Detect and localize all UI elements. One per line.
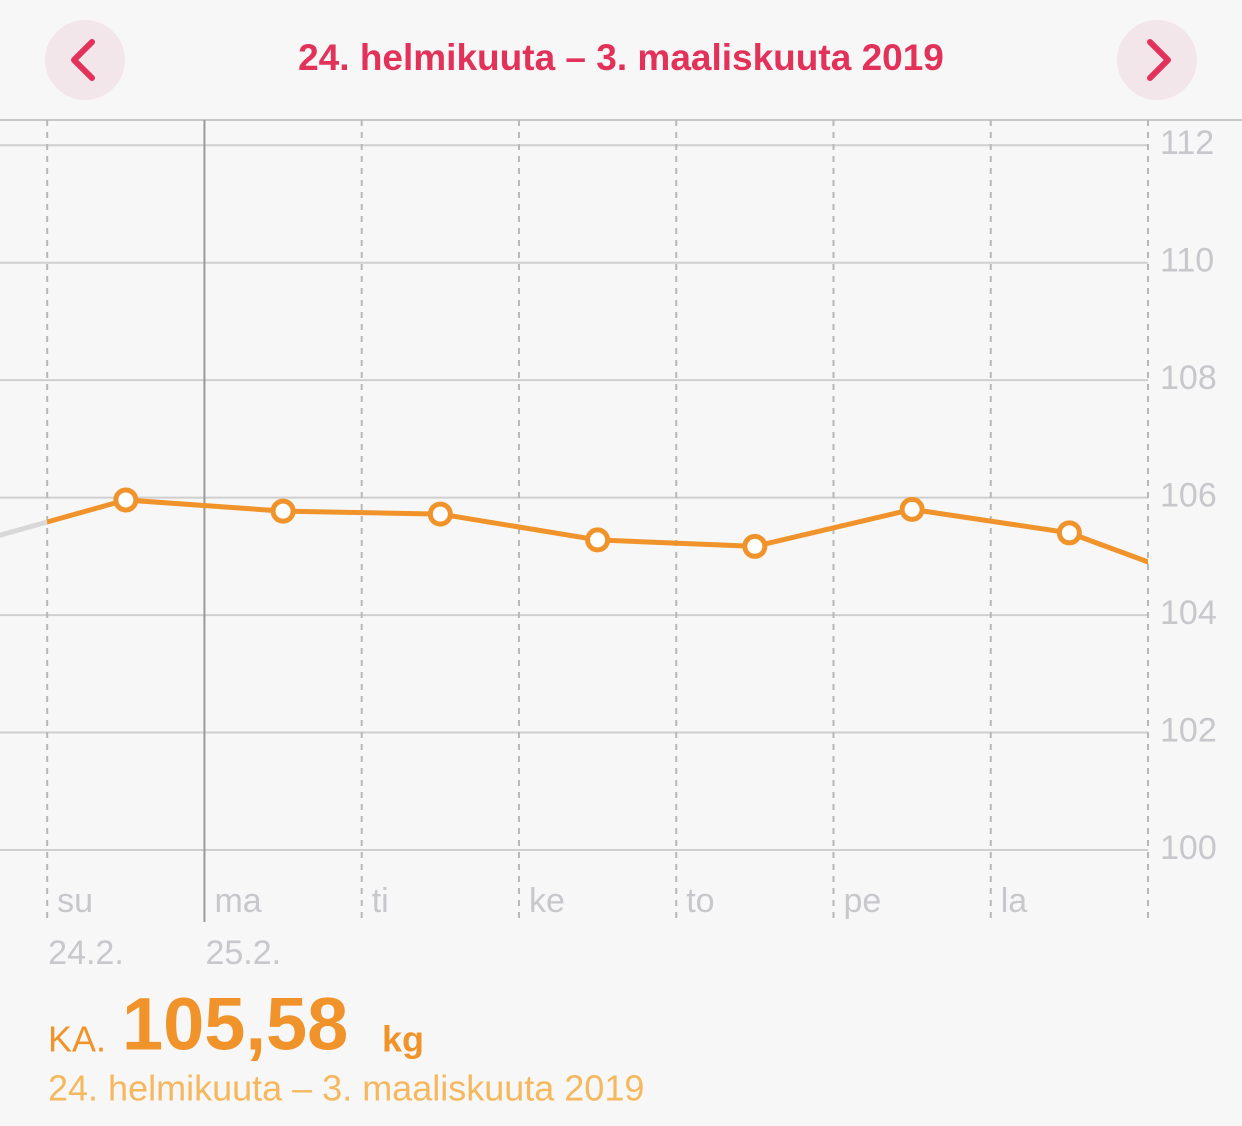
summary-value: 105,58 — [122, 983, 348, 1066]
data-point — [427, 501, 453, 527]
y-tick-label: 112 — [1160, 124, 1214, 162]
y-tick-label: 104 — [1160, 594, 1217, 632]
outside-segment — [0, 519, 48, 538]
day-label: pe — [843, 882, 881, 920]
summary-range: 24. helmikuuta – 3. maaliskuuta 2019 — [48, 1068, 644, 1109]
y-tick-label: 108 — [1160, 359, 1217, 397]
data-point — [1056, 520, 1082, 546]
next-button[interactable] — [1117, 20, 1197, 100]
data-point — [742, 533, 768, 559]
next-chevron — [1147, 39, 1171, 81]
summary-prefix: KA. — [48, 1019, 106, 1060]
day-label: ke — [529, 882, 565, 920]
data-point — [585, 527, 611, 553]
day-label: la — [1001, 882, 1028, 920]
day-label: ti — [372, 882, 389, 920]
date-label: 25.2. — [205, 934, 281, 972]
date-label: 24.2. — [48, 934, 124, 972]
summary-unit: kg — [382, 1019, 424, 1060]
day-label: to — [686, 882, 714, 920]
prev-button[interactable] — [45, 20, 125, 100]
y-tick-label: 110 — [1160, 242, 1214, 280]
day-label: su — [57, 882, 93, 920]
day-label: ma — [214, 882, 261, 920]
data-point — [270, 498, 296, 524]
y-tick-label: 102 — [1160, 712, 1217, 750]
data-point — [899, 496, 925, 522]
prev-chevron — [71, 39, 95, 81]
header-title: 24. helmikuuta – 3. maaliskuuta 2019 — [298, 37, 944, 78]
y-tick-label: 106 — [1160, 477, 1217, 515]
data-point — [113, 487, 139, 513]
weight-line — [47, 497, 1148, 565]
y-tick-label: 100 — [1160, 829, 1217, 867]
